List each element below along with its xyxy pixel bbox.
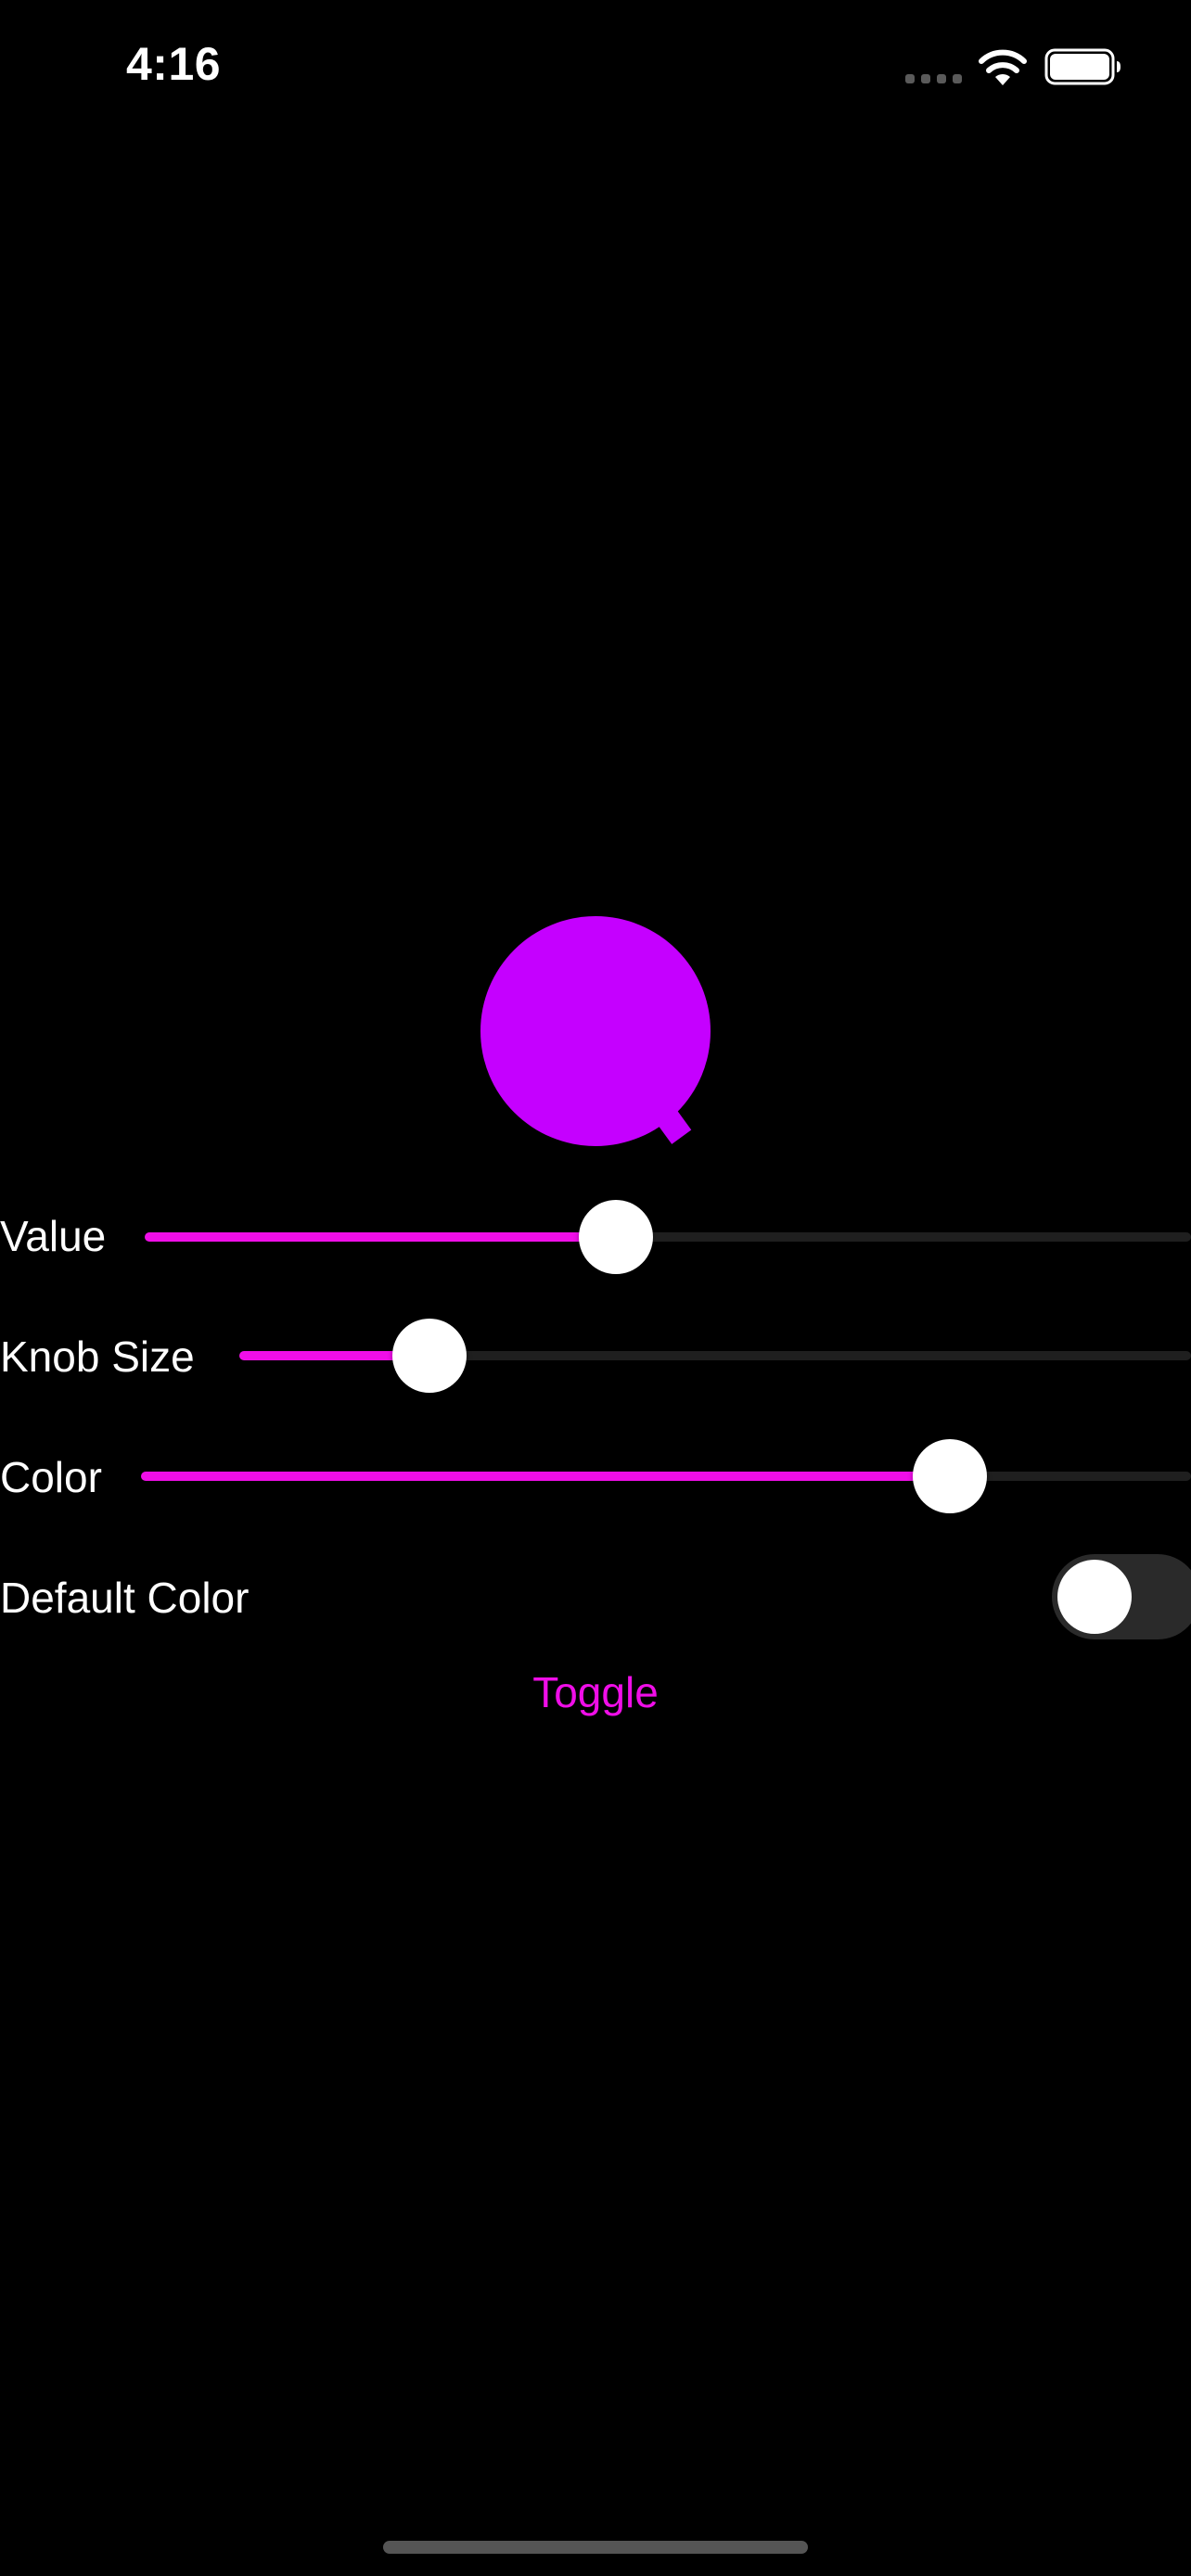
color-slider-thumb[interactable] xyxy=(912,1439,987,1513)
default-color-switch-thumb xyxy=(1057,1560,1132,1634)
value-slider[interactable] xyxy=(145,1198,1191,1276)
wifi-icon xyxy=(979,49,1027,85)
toggle-button[interactable]: Toggle xyxy=(410,1660,781,1725)
default-color-label: Default Color xyxy=(0,1574,250,1622)
home-indicator[interactable] xyxy=(383,2541,808,2554)
color-slider[interactable] xyxy=(141,1437,1191,1515)
color-label: Color xyxy=(0,1453,102,1501)
knob-size-slider-thumb[interactable] xyxy=(392,1319,467,1393)
knob-pointer xyxy=(649,1100,692,1144)
value-slider-fill xyxy=(145,1232,616,1242)
knob-size-slider-track xyxy=(239,1351,1191,1360)
knob-size-slider[interactable] xyxy=(239,1317,1191,1395)
value-slider-track xyxy=(145,1232,1191,1242)
cellular-signal-icon xyxy=(905,74,963,83)
value-slider-thumb[interactable] xyxy=(578,1200,653,1274)
default-color-switch[interactable] xyxy=(1052,1554,1191,1639)
status-time: 4:16 xyxy=(126,38,222,90)
value-label: Value xyxy=(0,1212,107,1260)
knob-size-slider-fill xyxy=(239,1351,430,1360)
status-bar: 4:16 xyxy=(0,0,1191,139)
battery-icon xyxy=(1044,48,1121,85)
knob-size-label: Knob Size xyxy=(0,1333,195,1381)
color-slider-fill xyxy=(141,1472,950,1481)
knob-circle xyxy=(480,916,711,1146)
knob-view[interactable] xyxy=(473,909,714,1159)
